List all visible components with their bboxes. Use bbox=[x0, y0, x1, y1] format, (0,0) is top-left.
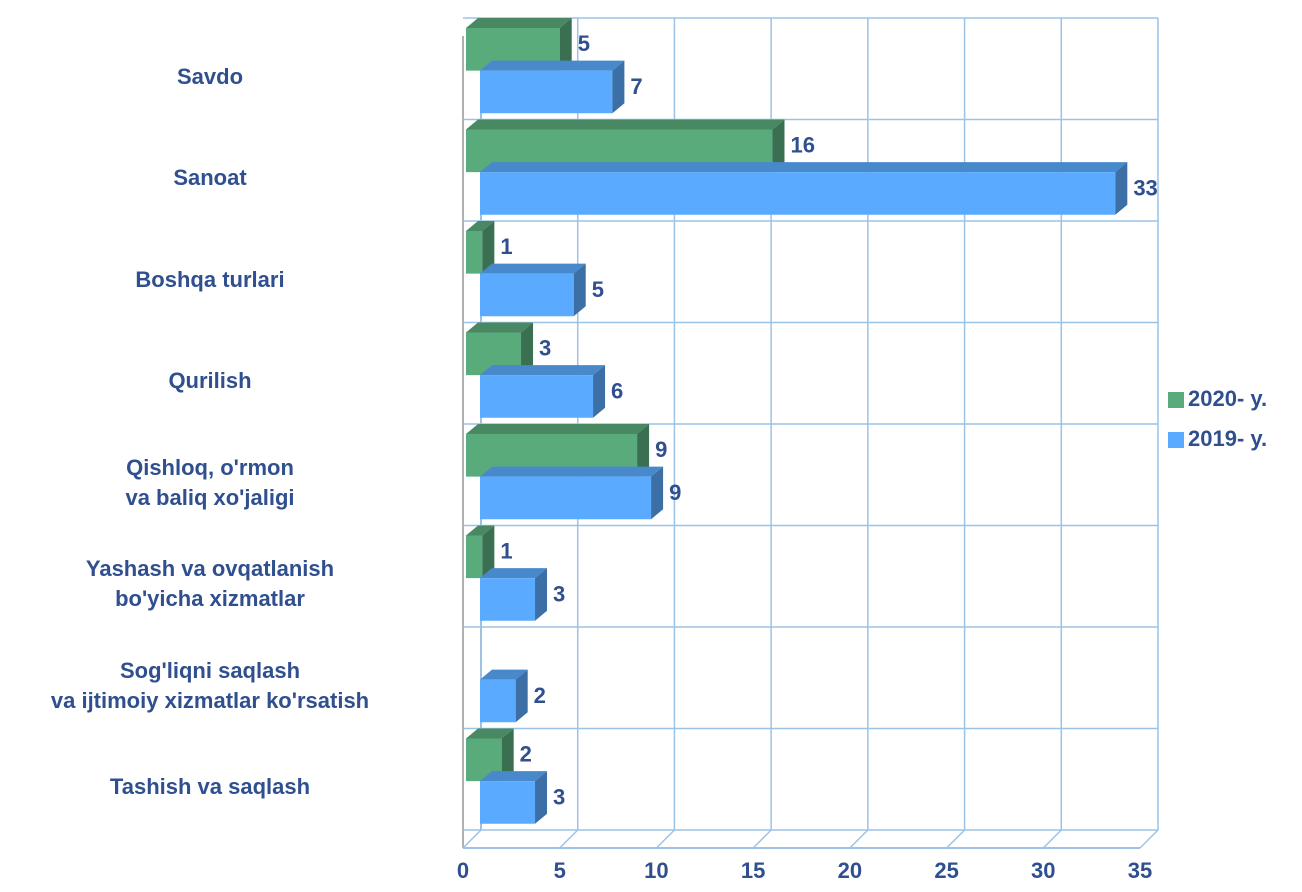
bar-top bbox=[466, 322, 534, 333]
grid-line bbox=[1042, 829, 1062, 849]
bar-top bbox=[480, 263, 586, 274]
bar-top bbox=[466, 424, 650, 434]
data-label: 1 bbox=[500, 234, 512, 259]
data-label: 1 bbox=[500, 539, 512, 564]
bar-front bbox=[466, 231, 483, 274]
data-label: 16 bbox=[790, 133, 814, 158]
bar-top bbox=[466, 525, 495, 536]
grid-line bbox=[1139, 829, 1159, 849]
x-tick-label: 35 bbox=[1128, 858, 1152, 883]
bar-top bbox=[466, 221, 495, 231]
bar bbox=[480, 669, 528, 723]
category-label: Savdo bbox=[176, 63, 244, 89]
bar bbox=[480, 771, 548, 824]
data-label: 5 bbox=[578, 31, 590, 56]
bar-top bbox=[466, 18, 572, 28]
bar-side bbox=[651, 466, 664, 520]
legend-label: 2020- y. bbox=[1188, 386, 1267, 411]
category-label: Yashash va ovqatlanish bo'yicha xizmatla… bbox=[85, 556, 335, 612]
bar-top bbox=[480, 669, 528, 680]
bar-side bbox=[772, 119, 785, 173]
category-label: Sanoat bbox=[173, 165, 247, 191]
x-tick-label: 15 bbox=[741, 858, 765, 883]
bar bbox=[480, 162, 1128, 215]
bar-side bbox=[559, 18, 572, 71]
x-tick-label: 0 bbox=[457, 858, 469, 883]
bar-front bbox=[466, 535, 483, 579]
bar-top bbox=[480, 568, 548, 579]
category-label: Qishloq, o'rmon va baliq xo'jaligi bbox=[125, 454, 295, 510]
bar bbox=[480, 263, 586, 317]
x-tick-label: 20 bbox=[838, 858, 862, 883]
data-label: 3 bbox=[553, 581, 565, 606]
bar bbox=[480, 568, 548, 621]
bar-front bbox=[480, 375, 594, 418]
legend-label: 2019- y. bbox=[1188, 426, 1267, 451]
grid-line bbox=[559, 829, 579, 849]
bar-side bbox=[535, 771, 548, 824]
bar-front bbox=[480, 172, 1116, 215]
bar bbox=[480, 466, 664, 520]
bar-side bbox=[573, 263, 586, 317]
grid-line bbox=[849, 829, 869, 849]
bar-side bbox=[612, 60, 625, 114]
x-tick-label: 10 bbox=[644, 858, 668, 883]
data-label: 3 bbox=[539, 336, 551, 361]
grid-line bbox=[946, 829, 966, 849]
data-label: 9 bbox=[655, 437, 667, 462]
bar-front bbox=[480, 578, 536, 621]
bar-side bbox=[593, 365, 606, 418]
category-label: Sog'liqni saqlash va ijtimoiy xizmatlar … bbox=[50, 657, 370, 713]
bar-side bbox=[637, 424, 650, 477]
category-label: Boshqa turlari bbox=[135, 266, 285, 292]
bar bbox=[480, 365, 606, 418]
bar-top bbox=[480, 60, 625, 71]
data-label: 7 bbox=[630, 74, 642, 99]
bar-front bbox=[480, 70, 613, 114]
bar-side bbox=[535, 568, 548, 621]
bar-top bbox=[480, 466, 664, 477]
data-label: 5 bbox=[592, 277, 604, 302]
bar-front bbox=[480, 273, 574, 317]
bar-side bbox=[515, 669, 528, 723]
bar bbox=[466, 221, 495, 274]
bar-top bbox=[480, 771, 548, 782]
category-label: Qurilish bbox=[168, 368, 252, 394]
bar-top bbox=[480, 162, 1128, 173]
grid-line bbox=[655, 829, 675, 849]
bar bbox=[466, 728, 514, 782]
bar-side bbox=[482, 525, 495, 579]
x-tick-label: 5 bbox=[554, 858, 566, 883]
category-label: Tashish va saqlash bbox=[109, 774, 311, 800]
bar-side bbox=[1115, 162, 1128, 215]
bar-front bbox=[480, 781, 536, 824]
bar-side bbox=[501, 728, 514, 782]
bar-front bbox=[480, 476, 652, 520]
x-tick-label: 25 bbox=[934, 858, 958, 883]
data-label: 3 bbox=[553, 784, 565, 809]
bar-top bbox=[466, 728, 514, 739]
bar-top bbox=[466, 119, 785, 130]
bar-side bbox=[482, 221, 495, 274]
bar bbox=[480, 60, 625, 114]
bar-front bbox=[480, 679, 516, 723]
x-tick-label: 30 bbox=[1031, 858, 1055, 883]
data-label: 9 bbox=[669, 480, 681, 505]
data-label: 33 bbox=[1133, 175, 1157, 200]
grid-line bbox=[462, 829, 482, 849]
data-label: 6 bbox=[611, 378, 623, 403]
data-label: 2 bbox=[520, 742, 532, 767]
legend-swatch bbox=[1168, 392, 1184, 408]
data-label: 2 bbox=[534, 683, 546, 708]
legend-swatch bbox=[1168, 432, 1184, 448]
bar-side bbox=[521, 322, 534, 376]
grid-line bbox=[752, 829, 772, 849]
bar bbox=[466, 525, 495, 579]
bar-top bbox=[480, 365, 606, 376]
